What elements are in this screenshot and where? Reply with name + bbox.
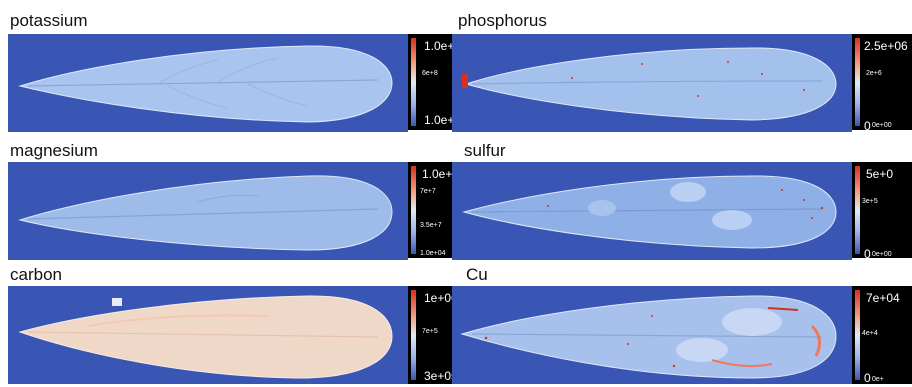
colorbar-max-label: 2.5e+06 — [864, 39, 908, 53]
colorbar-min-small-label: 0e+ — [872, 376, 884, 383]
colorbar-max-label: 7e+04 — [866, 291, 900, 305]
leaf-shape — [464, 47, 837, 121]
colorbar-max-label: 1e+06 — [424, 291, 458, 305]
panel-title-potassium: potassium — [10, 11, 88, 30]
colorbar-min-small-label: 1.0e+04 — [420, 250, 446, 257]
colorbar-mid-label: 2e+6 — [866, 70, 882, 77]
leaf-midrib — [27, 79, 379, 87]
panel-title-sulfur: sulfur — [464, 141, 506, 160]
colorbar-mid-label: 3e+5 — [862, 198, 878, 205]
leaf-shape — [18, 45, 393, 123]
colorbar-min-label: 0 — [864, 119, 871, 130]
carbon-map — [8, 286, 408, 384]
colorbar-mid-label: 4e+4 — [862, 330, 878, 337]
leaf-shape — [18, 175, 393, 251]
leaf-midrib — [27, 331, 379, 338]
phosphorus-colorbar: 2.5e+06 2e+6 0 0e+00 — [852, 34, 912, 130]
leaf-midrib — [27, 208, 379, 220]
leaf-shape — [462, 175, 837, 249]
colorbar-mid-label: 7e+7 — [420, 188, 436, 195]
colorbar-mid-label: 7e+5 — [422, 328, 438, 335]
leaf-midrib — [471, 80, 823, 85]
panel-title-magnesium: magnesium — [10, 141, 98, 160]
colorbar-min-small-label: 0e+00 — [872, 122, 892, 129]
colorbar-min-label: 3e+05 — [424, 369, 458, 383]
leaf-shape — [18, 295, 393, 379]
cu-colorbar: 7e+04 4e+4 0 0e+ — [852, 286, 912, 384]
magnesium-map — [8, 162, 408, 260]
colorbar-max-label: 5e+0 — [866, 167, 894, 181]
sulfur-colorbar: 5e+0 3e+5 0 0e+00 — [852, 162, 912, 258]
colorbar-mid-label: 6e+8 — [422, 70, 438, 77]
colorbar-min-label: 0 — [864, 371, 871, 384]
colorbar-min-label: 0 — [864, 247, 871, 258]
potassium-map — [8, 34, 408, 132]
colorbar-mid2-label: 3.5e+7 — [420, 222, 442, 229]
panel-title-phosphorus: phosphorus — [458, 11, 547, 30]
phosphorus-map — [452, 34, 852, 132]
panel-title-cu: Cu — [466, 265, 488, 284]
leaf-midrib — [471, 208, 823, 213]
sulfur-map — [452, 162, 852, 260]
panel-title-carbon: carbon — [10, 265, 62, 284]
cu-map — [452, 286, 852, 384]
colorbar-min-small-label: 0e+00 — [872, 251, 892, 258]
leaf-midrib — [471, 333, 823, 338]
